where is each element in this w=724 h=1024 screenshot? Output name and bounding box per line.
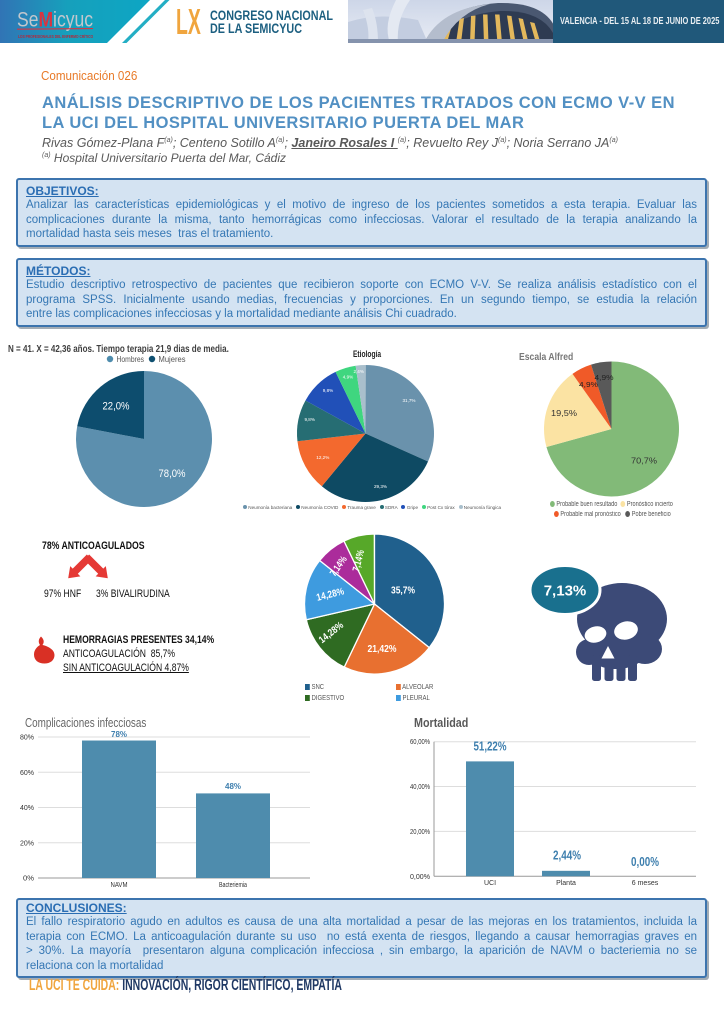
svg-text:60%: 60% (20, 770, 34, 777)
svg-text:2,44%: 2,44% (553, 849, 581, 863)
svg-text:20%: 20% (20, 840, 34, 847)
svg-text:6 meses: 6 meses (632, 880, 659, 887)
svg-text:40%: 40% (20, 805, 34, 812)
svg-text:78,0%: 78,0% (159, 468, 186, 480)
svg-text:40,00%: 40,00% (410, 784, 430, 791)
svg-text:20,00%: 20,00% (410, 829, 430, 836)
svg-text:48%: 48% (225, 782, 241, 791)
svg-text:Bacteriemia: Bacteriemia (219, 882, 247, 889)
svg-text:31,7%: 31,7% (402, 398, 415, 403)
svg-text:UCI: UCI (484, 880, 496, 887)
svg-text:4,9%: 4,9% (343, 375, 353, 380)
svg-text:78%: 78% (111, 730, 127, 739)
svg-text:22,0%: 22,0% (103, 401, 130, 413)
svg-text:LOS PROFESIONALES DEL ENFERMO: LOS PROFESIONALES DEL ENFERMO CRÍTICO (18, 32, 93, 39)
svg-text:51,22%: 51,22% (474, 740, 507, 754)
svg-text:9,8%: 9,8% (304, 417, 314, 422)
svg-text:12,2%: 12,2% (316, 455, 329, 460)
svg-text:Mujeres: Mujeres (159, 355, 186, 364)
svg-text:7,13%: 7,13% (544, 583, 587, 600)
svg-text:0%: 0% (23, 876, 34, 883)
svg-text:60,00%: 60,00% (410, 739, 430, 746)
svg-text:4,9%: 4,9% (595, 373, 614, 382)
svg-text:19,5%: 19,5% (551, 408, 577, 418)
svg-text:35,7%: 35,7% (391, 585, 416, 597)
svg-text:80%: 80% (20, 735, 34, 742)
svg-text:4,9%: 4,9% (579, 380, 598, 389)
svg-text:7,14%: 7,14% (351, 549, 367, 573)
svg-text:9,8%: 9,8% (323, 388, 333, 393)
svg-text:Hombres: Hombres (117, 355, 145, 364)
svg-text:2,4%: 2,4% (353, 369, 363, 374)
svg-text:70,7%: 70,7% (631, 456, 657, 466)
svg-text:21,42%: 21,42% (368, 643, 398, 655)
svg-text:0,00%: 0,00% (410, 874, 430, 881)
svg-text:0,00%: 0,00% (631, 855, 659, 869)
svg-text:SeMicyuc: SeMicyuc (17, 9, 93, 32)
svg-text:Planta: Planta (556, 880, 576, 887)
svg-text:NAVM: NAVM (111, 882, 128, 889)
svg-text:29,3%: 29,3% (374, 484, 387, 489)
